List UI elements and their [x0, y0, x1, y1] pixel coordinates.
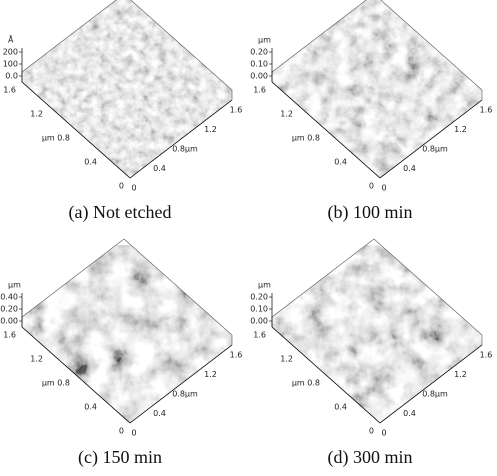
right-tick-label: 1.2 [204, 125, 217, 134]
left-tick-label: 1.2 [30, 355, 43, 364]
z-tick-label: 0.20 [0, 305, 18, 314]
z-tick-label: 0.20 [250, 293, 268, 302]
z-tick-label: 0.0 [5, 72, 18, 81]
afm-panel: 1.6 1.2 μm 0.8 0.4 0 1.6 1.2 0.8μm 0.4 0 0.20 0.10 0… [250, 239, 495, 468]
z-unit: μm [258, 36, 271, 45]
left-tick-label: μm 0.8 [292, 379, 320, 388]
left-tick-label: 0 [369, 427, 374, 436]
z-tick-label: 200 [3, 48, 18, 57]
afm-panel: 1.6 1.2 μm 0.8 0.4 0 1.6 1.2 0.8μm 0.4 0 0.20 0.10 0… [250, 0, 495, 223]
figure: 1.61.2μm 0.80.401.61.20.8μm0.402001000.0… [0, 0, 497, 476]
left-tick-label: 1.6 [3, 331, 16, 340]
z-tick-label: 0.20 [250, 48, 268, 57]
caption: (d) 300 min [328, 447, 413, 468]
right-tick-label: 0 [131, 184, 136, 193]
right-tick-label: 0 [381, 184, 386, 193]
left-tick-label: 1.2 [280, 355, 293, 364]
left-tick-label: μm 0.8 [42, 379, 70, 388]
right-tick-label: 1.6 [230, 106, 243, 115]
surface [250, 0, 495, 200]
right-tick-label: 0.4 [153, 409, 166, 418]
left-tick-label: μm 0.8 [42, 134, 70, 143]
caption: (c) 150 min [78, 447, 162, 468]
right-tick-label: 0.8μm [422, 390, 448, 399]
right-tick-label: 0 [381, 429, 386, 438]
afm-panel: 1.61.2μm 0.80.401.61.20.8μm0.400.400.200… [0, 239, 245, 468]
left-tick-label: 0.4 [334, 403, 347, 412]
right-tick-label: 0.8μm [172, 390, 198, 399]
z-unit: μm [8, 281, 21, 290]
left-tick-label: 0 [119, 427, 124, 436]
left-tick-label: 0.4 [334, 158, 347, 167]
z-unit: μm [258, 281, 271, 290]
z-tick-label: 0.00 [0, 317, 18, 326]
surface [0, 0, 245, 200]
caption: (b) 100 min [328, 202, 413, 223]
right-tick-label: 0.4 [403, 164, 416, 173]
right-tick-label: 1.2 [204, 370, 217, 379]
right-tick-label: 1.2 [454, 370, 467, 379]
right-tick-label: 0.4 [403, 409, 416, 418]
left-tick-label: 1.6 [3, 86, 16, 95]
z-unit: Å [8, 34, 14, 45]
surface [250, 245, 495, 445]
left-tick-label: 1.2 [280, 110, 293, 119]
z-tick-label: 0.10 [250, 305, 268, 314]
left-tick-label: 0.4 [84, 403, 97, 412]
afm-panel: 1.6 1.2 μm 0.8 0.4 0 1.6 1.2 0.8μm 0.4 0 200 100 0.0… [0, 0, 245, 223]
left-tick-label: 1.6 [253, 331, 266, 340]
right-tick-label: 0.4 [153, 164, 166, 173]
left-tick-label: μm 0.8 [292, 134, 320, 143]
right-tick-label: 1.6 [230, 351, 243, 360]
left-tick-label: 0 [369, 182, 374, 191]
z-tick-label: 0.10 [250, 60, 268, 69]
surface [0, 245, 245, 445]
right-tick-label: 1.6 [480, 106, 493, 115]
left-tick-label: 0 [119, 182, 124, 191]
z-tick-label: 0.40 [0, 293, 18, 302]
z-tick-label: 100 [3, 60, 18, 69]
right-tick-label: 0.8μm [422, 145, 448, 154]
right-tick-label: 1.2 [454, 125, 467, 134]
right-tick-label: 0 [131, 429, 136, 438]
z-tick-label: 0.00 [250, 72, 268, 81]
right-tick-label: 0.8μm [172, 145, 198, 154]
z-tick-label: 0.00 [250, 317, 268, 326]
left-tick-label: 1.6 [253, 86, 266, 95]
right-tick-label: 1.6 [480, 351, 493, 360]
left-tick-label: 1.2 [30, 110, 43, 119]
caption: (a) Not etched [69, 202, 172, 223]
left-tick-label: 0.4 [84, 158, 97, 167]
